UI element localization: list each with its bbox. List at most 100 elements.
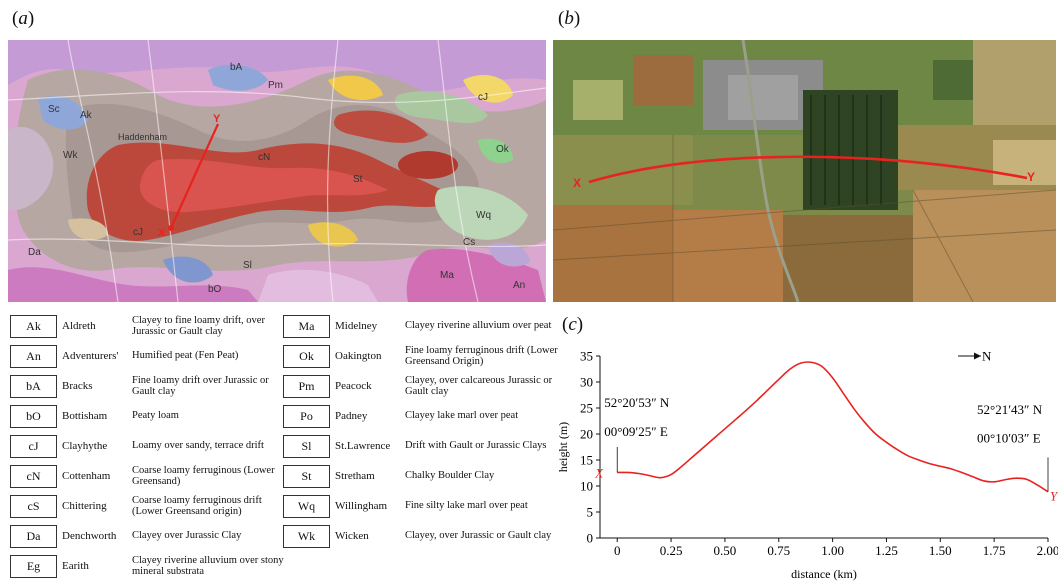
y-tick-label: 0 <box>587 531 594 546</box>
legend-name: Padney <box>335 410 368 422</box>
legend-name: Wicken <box>335 530 369 542</box>
legend-name: Denchworth <box>62 530 117 542</box>
legend-item: St Stretham Chalky Boulder Clay <box>283 463 563 493</box>
legend-code: bO <box>10 405 57 428</box>
legend-code: Eg <box>10 555 57 578</box>
legend-item: bO Bottisham Peaty loam <box>10 403 290 433</box>
legend-code: St <box>283 465 330 488</box>
panel-label-c: (c) <box>562 314 584 335</box>
x-tick-label: 1.50 <box>929 543 952 558</box>
legend-item: Ma Midelney Clayey riverine alluvium over … <box>283 313 563 343</box>
legend-name: Earith <box>62 560 89 572</box>
legend-item: Pm Peacock Clayey, over calcareous Jurassi… <box>283 373 563 403</box>
right-coordinate-annotation: 52°21′43″ N 00°10′03″ E Y <box>977 402 1058 503</box>
legend-name: Willingham <box>335 500 388 512</box>
map-code: Ak <box>80 110 93 121</box>
legend-item: An Adventurers' Humified peat (Fen Peat) <box>10 343 290 373</box>
legend-name: Clayhythe <box>62 440 108 452</box>
map-code: bO <box>208 284 222 295</box>
legend-desc: Clayey lake marl over peat <box>405 410 519 422</box>
map-code: Pm <box>268 80 283 91</box>
legend-desc: Clayey, over calcareous Jurassic or Gaul… <box>405 374 553 398</box>
legend-item: Eg Earith Clayey riverine alluvium over st… <box>10 553 290 583</box>
legend-code: An <box>10 345 57 368</box>
legend-desc: Peaty loam <box>132 410 179 422</box>
legend-item: Da Denchworth Clayey over Jurassic Clay <box>10 523 290 553</box>
x-tick-label: 1.75 <box>983 543 1006 558</box>
legend-desc: Fine loamy drift over Jurassic or Gault … <box>132 374 269 398</box>
legend-code: Ok <box>283 345 330 368</box>
x-tick-label: 1.00 <box>821 543 844 558</box>
legend-name: Peacock <box>335 380 372 392</box>
legend-code: Wq <box>283 495 330 518</box>
legend-item: Wk Wicken Clayey, over Jurassic or Gault c… <box>283 523 563 553</box>
profile-series-line <box>617 361 1049 493</box>
legend-name: Cottenham <box>62 470 111 482</box>
x-tick-label: 0 <box>614 543 621 558</box>
map-code: Ok <box>496 144 510 155</box>
point-y-label: Y <box>1027 170 1035 184</box>
map-code: cN <box>258 152 270 163</box>
legend-code: Pm <box>283 375 330 398</box>
x-tick-label: 1.25 <box>875 543 898 558</box>
transect-line <box>169 123 220 229</box>
legend-name: Oakington <box>335 350 382 362</box>
map-codes: Ak Wk Pm bA cN St Sc cJ Ok Wq Sl An Ma C… <box>28 62 525 295</box>
legend-desc: Loamy over sandy, terrace drift <box>132 440 264 452</box>
legend-desc: Chalky Boulder Clay <box>405 470 495 482</box>
legend-desc: Fine loamy ferruginous drift (Lower Gree… <box>405 344 558 368</box>
legend-desc: Coarse loamy ferruginous (Lower Greensan… <box>132 464 275 488</box>
y-tick-label: 10 <box>580 479 593 494</box>
map-code: An <box>513 280 525 291</box>
point-x-label: X <box>573 176 581 190</box>
legend-name: St.Lawrence <box>335 440 391 452</box>
map-code: Sl <box>243 260 252 271</box>
aerial-photo: X Y <box>553 40 1056 302</box>
legend-desc: Clayey riverine alluvium over stony mine… <box>132 554 284 578</box>
legend-desc: Clayey riverine alluvium over peat <box>405 320 552 332</box>
left-coordinate-annotation: 52°20′53″ N 00°09′25″ E X <box>594 395 670 481</box>
legend-code: Wk <box>283 525 330 548</box>
legend-desc: Clayey, over Jurassic or Gault clay <box>405 530 552 542</box>
point-y-label: Y <box>213 113 221 125</box>
soil-map: Ak Wk Pm bA cN St Sc cJ Ok Wq Sl An Ma C… <box>8 40 546 302</box>
right-latitude: 52°21′43″ N <box>977 402 1043 417</box>
map-code: cJ <box>478 92 488 103</box>
panel-label-b: (b) <box>558 8 581 29</box>
map-code: Ma <box>440 270 454 281</box>
legend-item: Wq Willingham Fine silty lake marl over pe… <box>283 493 563 523</box>
map-code: St <box>353 174 363 185</box>
legend-name: Adventurers' <box>62 350 119 362</box>
legend-item: Sl St.Lawrence Drift with Gault or Jurassi… <box>283 433 563 463</box>
height-profile-chart: 0 5 10 15 20 25 30 35 0 0.25 0.50 0.75 1.00 1.25 1.50 1… <box>556 349 1058 582</box>
y-tick-label: 5 <box>587 505 594 520</box>
legend-desc: Fine silty lake marl over peat <box>405 500 528 512</box>
north-label: N <box>982 349 992 364</box>
legend-name: Chittering <box>62 500 107 512</box>
y-tick-label: 35 <box>580 349 593 364</box>
north-arrow: N <box>958 349 992 364</box>
map-code: Wk <box>63 150 78 161</box>
legend-item: cN Cottenham Coarse loamy ferruginous (Low… <box>10 463 290 493</box>
point-y-label: Y <box>1050 489 1058 504</box>
legend-desc: Humified peat (Fen Peat) <box>132 350 239 362</box>
legend-code: Da <box>10 525 57 548</box>
y-tick-label: 15 <box>580 453 593 468</box>
legend-name: Aldreth <box>62 320 96 332</box>
map-code: Da <box>28 247 41 258</box>
x-tick-label: 0.50 <box>714 543 737 558</box>
legend-name: Bracks <box>62 380 93 392</box>
point-x-label: X <box>158 227 166 239</box>
legend-code: cN <box>10 465 57 488</box>
legend-code: Sl <box>283 435 330 458</box>
left-latitude: 52°20′53″ N <box>604 395 670 410</box>
legend-item: bA Bracks Fine loamy drift over Jurassic o… <box>10 373 290 403</box>
place-label: Haddenham <box>118 132 167 142</box>
right-longitude: 00°10′03″ E <box>977 430 1041 445</box>
y-tick-label: 25 <box>580 401 593 416</box>
x-tick-label: 0.75 <box>767 543 790 558</box>
point-x-marker <box>168 225 174 231</box>
legend-item: cJ Clayhythe Loamy over sandy, terrace dri… <box>10 433 290 463</box>
chart-ticks: 0 5 10 15 20 25 30 35 0 0.25 0.50 0.75 1.00 1.25 1.50 1… <box>580 349 1058 559</box>
x-axis-label: distance (km) <box>791 567 857 581</box>
